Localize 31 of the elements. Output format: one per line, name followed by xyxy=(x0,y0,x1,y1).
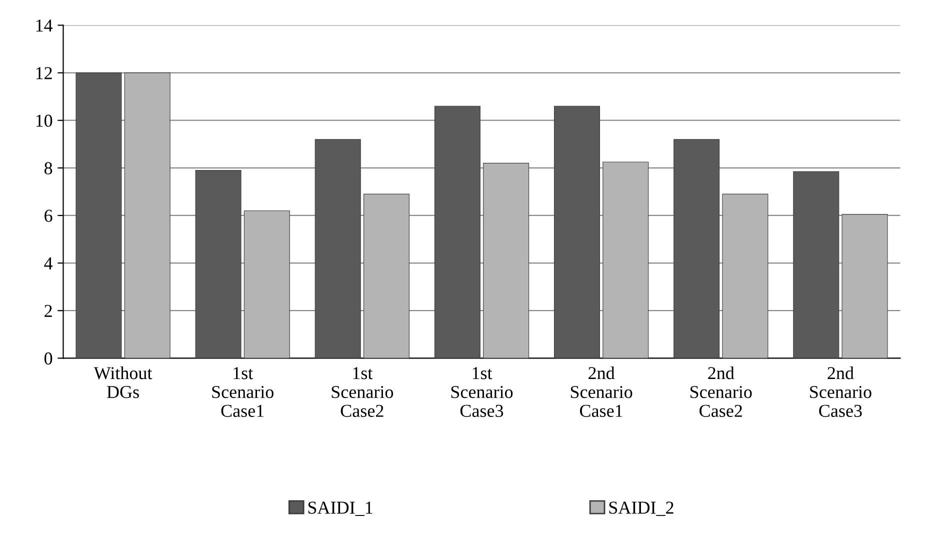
y-tick-label: 2 xyxy=(44,304,52,317)
bar xyxy=(244,210,290,358)
bar xyxy=(434,106,480,358)
x-tick-label: 2nd Scenario Case3 xyxy=(810,366,872,417)
x-tick-label: 2nd Scenario Case2 xyxy=(690,366,752,417)
bar xyxy=(483,162,530,358)
y-tick-label: 12 xyxy=(36,67,52,80)
x-tick-label: 1st Scenario Case2 xyxy=(332,367,394,417)
legend-label: SAIDI_2 xyxy=(609,502,674,516)
y-tick-label: 14 xyxy=(36,20,53,32)
bar xyxy=(363,194,410,358)
bar xyxy=(124,72,170,358)
bar xyxy=(76,72,122,358)
y-tick-label: 10 xyxy=(36,114,52,127)
bar xyxy=(722,194,768,358)
y-tick-label: 0 xyxy=(44,352,52,365)
bar xyxy=(793,171,840,358)
x-tick-label: 1st Scenario Case1 xyxy=(212,367,274,417)
x-tick-label: 2nd Scenario Case1 xyxy=(570,366,632,417)
bar xyxy=(842,214,888,358)
bar xyxy=(195,170,242,358)
bar xyxy=(674,139,720,358)
y-tick-label: 4 xyxy=(44,257,53,270)
y-tick-label: 8 xyxy=(44,162,52,174)
bar xyxy=(314,139,361,358)
y-tick-label: 6 xyxy=(44,210,52,222)
x-tick-label: 1st Scenario Case3 xyxy=(451,367,513,417)
x-tick-label: Without DGs xyxy=(94,366,152,398)
bar xyxy=(602,162,649,358)
bar xyxy=(554,106,600,358)
legend-label: SAIDI_1 xyxy=(308,502,372,516)
